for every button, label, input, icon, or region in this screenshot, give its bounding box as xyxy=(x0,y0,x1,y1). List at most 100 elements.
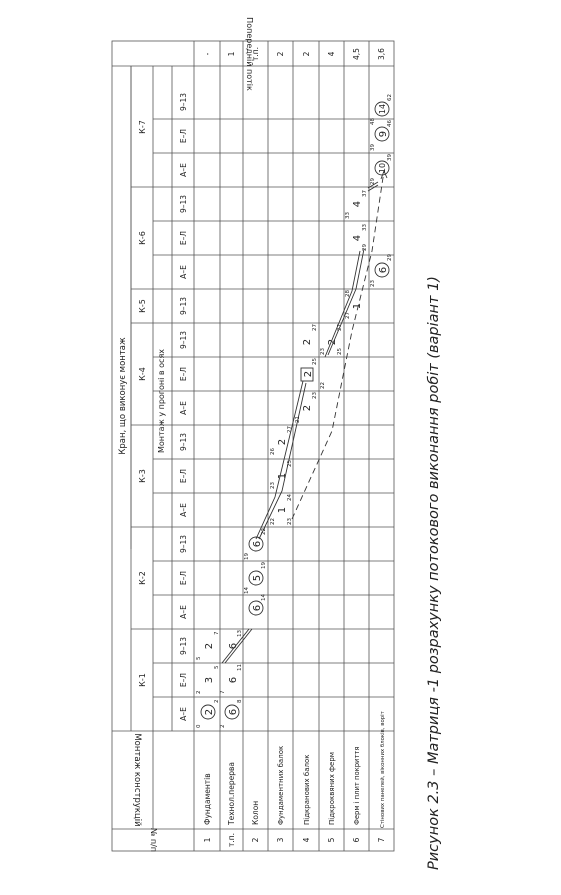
row7-t62: 62 xyxy=(387,94,393,101)
axis-k4-el: Е–Л xyxy=(179,367,188,381)
row2-t14b: 14 xyxy=(244,587,250,594)
row3-num: 3 xyxy=(276,837,285,842)
row1-val-a: 2 xyxy=(204,709,215,715)
row5-num: 5 xyxy=(327,837,336,842)
row7-k7-val-c: 14 xyxy=(378,104,387,114)
axis-k1-el: Е–Л xyxy=(179,673,188,687)
row7-t29: 29 xyxy=(387,254,393,261)
crane-header: Кран, що виконує монтаж xyxy=(118,337,128,455)
flow-line-columns-to-beams xyxy=(255,380,304,540)
row5-prev: 4 xyxy=(327,51,336,56)
rowtp-val-b: 6 xyxy=(228,677,239,683)
row7-t29b: 29 xyxy=(370,178,376,185)
rowtp-t2: 2 xyxy=(220,725,226,729)
row2-t22: 22 xyxy=(261,528,267,535)
row3-val-a: 1 xyxy=(277,507,288,513)
flow-line-foundations-to-columns xyxy=(221,628,253,664)
axis-k4-913: 9–13 xyxy=(179,331,188,349)
crane-k5: К-5 xyxy=(138,299,147,313)
axis-k7-ae: А–Е xyxy=(179,163,188,177)
crane-k3: К-3 xyxy=(138,469,147,483)
row2-val-b: 5 xyxy=(252,575,263,581)
row7-t23: 23 xyxy=(370,280,376,287)
flow-line-trusses-to-slabs xyxy=(327,248,365,356)
rowtp-t11: 11 xyxy=(237,664,243,671)
flow-line-dashed xyxy=(291,170,385,520)
row6-k6-b: 4 xyxy=(352,201,363,207)
row2-cells: 6 5 6 14 14 19 19 22 xyxy=(244,528,267,616)
row2-circle-a xyxy=(248,600,264,616)
row3-t27: 27 xyxy=(287,426,293,433)
row4-t25: 25 xyxy=(312,358,318,365)
row6-name: Ферм і плит покриття xyxy=(353,747,361,825)
row1-t0: 0 xyxy=(196,724,202,728)
row1-val-c: 2 xyxy=(204,643,215,649)
axis-k4-ae: А–Е xyxy=(179,401,188,415)
row5-t23: 23 xyxy=(320,348,326,355)
row7-k7-circle-b xyxy=(374,126,390,142)
flow-line-beams-to-trusses xyxy=(324,250,361,358)
crane-k6: К-6 xyxy=(138,231,147,245)
row7-k7-circle-c xyxy=(374,101,390,117)
row7-k6-circle xyxy=(374,262,390,278)
row1-num: 1 xyxy=(203,837,212,842)
row6-t29: 29 xyxy=(362,244,368,251)
axis-k3-ae: А–Е xyxy=(179,503,188,517)
crane-k4: К-4 xyxy=(138,367,147,381)
row3-cells: 1 1 2 22 23 23 24 25 26 27 xyxy=(270,426,293,525)
row2-circle-c xyxy=(248,536,264,552)
row2-circle-b xyxy=(248,570,264,586)
row3-t22: 22 xyxy=(270,518,276,525)
rowtp-val-a: 6 xyxy=(228,709,239,715)
row3-val-b: 1 xyxy=(277,473,288,479)
row4-prev: 2 xyxy=(302,51,311,56)
row2-val-c: 6 xyxy=(252,541,263,547)
rowtp-name: Технол.перерва xyxy=(227,762,236,826)
rowtp-t7: 7 xyxy=(220,690,226,694)
rowtp-cells: 6 6 6 2 7 8 11 13 xyxy=(220,630,243,728)
axis-k7-el: Е–Л xyxy=(179,129,188,143)
axis-k3-el: Е–Л xyxy=(179,469,188,483)
flow-arrow xyxy=(380,170,388,180)
row7-t39b: 39 xyxy=(370,144,376,151)
axis-k2-ae: А–Е xyxy=(179,605,188,619)
row6-cells: 1 4 4 27 28 29 33 33 37 xyxy=(345,190,368,319)
row3-t23b: 23 xyxy=(270,482,276,489)
axis-k6-913: 9–13 xyxy=(179,195,188,213)
row1-name: Фундаментів xyxy=(203,773,212,825)
axis-k5-913: 9–13 xyxy=(179,297,188,315)
row2-t14: 14 xyxy=(261,594,267,601)
row4-name: Підкранових балок xyxy=(303,754,311,825)
row7-prev: 3,6 xyxy=(377,48,386,60)
row2-val-a: 6 xyxy=(252,605,263,611)
crane-k2: К-2 xyxy=(138,571,147,585)
row6-k6-a: 4 xyxy=(352,235,363,241)
row3-val-c: 2 xyxy=(277,439,288,445)
row1-t5a: 5 xyxy=(214,665,220,669)
row5-t25: 25 xyxy=(337,348,343,355)
row1-circle-a xyxy=(200,704,216,720)
row1-val-b: 3 xyxy=(204,677,215,683)
row6-val-c: 1 xyxy=(352,303,363,309)
axis-k1-913: 9–13 xyxy=(179,637,188,655)
row1-t2a: 2 xyxy=(214,700,220,704)
row7-name: Стінових панелей, віконних блоків, воріт xyxy=(379,711,386,828)
rowtp-circle-a xyxy=(224,704,240,720)
row4-t27: 27 xyxy=(312,324,318,331)
row1-cells: 2 3 2 0 2 2 5 5 7 xyxy=(196,631,220,728)
row1-prev: - xyxy=(203,52,212,55)
flow-line-columns-to-crane-beams xyxy=(258,382,307,540)
row7-num: 7 xyxy=(377,837,386,842)
crane-k7: К-7 xyxy=(138,120,147,134)
row6-prev: 4,5 xyxy=(352,48,361,60)
row1-t5b: 5 xyxy=(196,656,202,660)
crane-k1: К-1 xyxy=(138,673,147,687)
row6-t27: 27 xyxy=(345,312,351,319)
row7-t39: 39 xyxy=(387,154,393,161)
row2-t19b: 19 xyxy=(244,553,250,560)
construction-header: Монтаж конструкцій xyxy=(132,733,142,826)
prev-flow-header: Попередній потік xyxy=(245,17,254,91)
row3-t25: 25 xyxy=(287,460,293,467)
row7-t46: 46 xyxy=(387,120,393,127)
